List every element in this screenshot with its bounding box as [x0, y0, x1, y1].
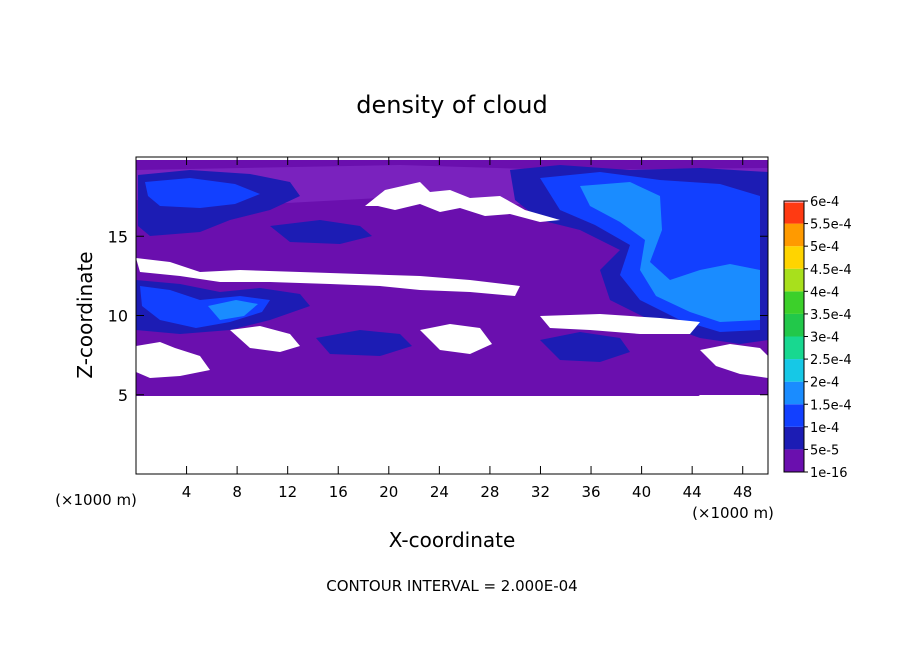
clear-below-5km: [136, 396, 768, 474]
colorbar-label: 2e-4: [810, 376, 839, 391]
colorbar-block: [784, 404, 804, 427]
x-tick-label: 36: [581, 483, 600, 501]
y-axis-label: Z-coordinate: [73, 251, 97, 378]
clear-gap-upper: [365, 182, 560, 222]
y-tick-label: 5: [118, 386, 128, 405]
x-tick-label: 40: [632, 483, 651, 501]
x-unit-label-right: (×1000 m): [692, 504, 774, 522]
colorbar-block: [784, 381, 804, 405]
y-tick-label: 10: [108, 307, 128, 326]
colorbar: 1e-16 5e-5 1e-4 1.5e-4 2e-4 2.5e-4 3e-4 3.5e-4 4…: [783, 195, 852, 481]
colorbar-block: [784, 268, 804, 292]
cloud-core-upper-left-bright: [145, 178, 260, 208]
y-tick-label: 15: [108, 227, 128, 246]
x-tick-label: 8: [232, 483, 242, 501]
x-tick-label: 28: [480, 483, 499, 501]
colorbar-block: [784, 359, 804, 382]
cloud-core-lower-right: [540, 332, 630, 362]
colorbar-label: 1.5e-4: [810, 398, 852, 413]
colorbar-block: [784, 449, 804, 472]
x-tick-label: 32: [531, 483, 550, 501]
colorbar-block: [784, 313, 804, 337]
colorbar-block: [784, 246, 804, 269]
colorbar-label: 5e-5: [810, 443, 839, 458]
colorbar-label: 3e-4: [810, 331, 839, 346]
cloud-core-upper-mid: [270, 220, 372, 244]
colorbar-label: 4.5e-4: [810, 263, 852, 278]
colorbar-block: [784, 201, 804, 224]
clear-gap-mid-right: [540, 314, 700, 334]
colorbar-label: 1e-16: [810, 466, 848, 481]
colorbar-label: 5.5e-4: [810, 218, 852, 233]
colorbar-label: 5e-4: [810, 240, 839, 255]
colorbar-label: 2.5e-4: [810, 353, 852, 368]
colorbar-block: [784, 336, 804, 360]
clear-gap-lower-right: [700, 344, 768, 378]
colorbar-label: 4e-4: [810, 285, 839, 300]
x-axis-ticks: 4 8 12 16 20 24 28 32 36 40 44 48: [182, 157, 752, 501]
clear-gap-lower-mid2: [420, 324, 492, 354]
colorbar-block: [784, 426, 804, 450]
colorbar-label: 3.5e-4: [810, 308, 852, 323]
cloud-core-mid-left-bright: [140, 286, 270, 328]
x-tick-label: 16: [329, 483, 348, 501]
x-tick-label: 4: [182, 483, 192, 501]
clear-gap-lower-left: [136, 342, 210, 378]
x-tick-label: 48: [733, 483, 752, 501]
y-axis-ticks: 5 10 15: [108, 227, 768, 405]
colorbar-label: 6e-4: [810, 195, 839, 210]
x-tick-label: 20: [379, 483, 398, 501]
clear-gap-lower-mid: [230, 326, 300, 352]
x-tick-label: 24: [430, 483, 449, 501]
x-tick-label: 12: [278, 483, 297, 501]
chart-title: density of cloud: [356, 91, 547, 119]
x-unit-label-left: (×1000 m): [55, 491, 137, 509]
colorbar-block: [784, 223, 804, 247]
colorbar-label: 1e-4: [810, 421, 839, 436]
colorbar-block-top: [784, 201, 804, 203]
x-axis-label: X-coordinate: [389, 528, 516, 552]
x-tick-label: 44: [683, 483, 702, 501]
contour-interval-note: CONTOUR INTERVAL = 2.000E-04: [326, 577, 577, 595]
clear-gap-mid: [136, 258, 520, 296]
cloud-core-lower-mid: [316, 330, 412, 356]
colorbar-labels: 1e-16 5e-5 1e-4 1.5e-4 2e-4 2.5e-4 3e-4 3.5e-4 4…: [804, 195, 852, 481]
cloud-core-right-light: [580, 182, 760, 322]
cloud-core-mid-left-light: [208, 300, 258, 320]
colorbar-block: [784, 291, 804, 314]
colorbar-blocks: [784, 201, 804, 472]
